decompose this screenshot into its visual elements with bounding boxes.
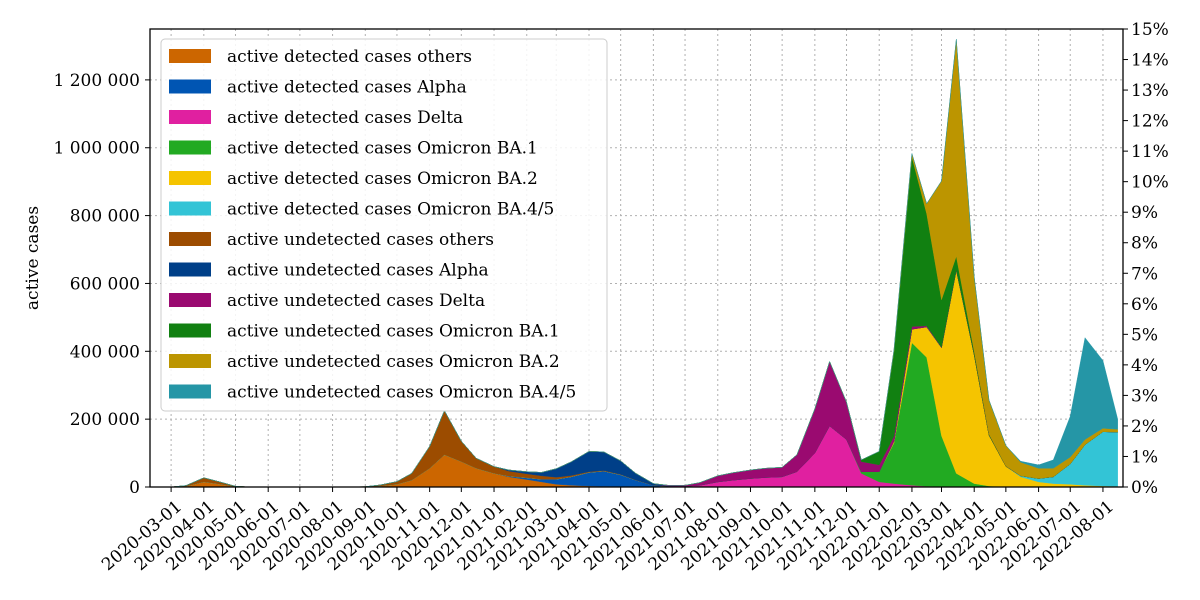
y2-tick-label: 1% <box>1131 447 1158 467</box>
legend-swatch <box>169 354 211 368</box>
legend-swatch <box>169 110 211 124</box>
legend-entry: active detected cases others <box>227 47 472 67</box>
legend-swatch <box>169 171 211 185</box>
y-tick-label: 600 000 <box>70 274 140 294</box>
y-tick-label: 800 000 <box>70 207 140 227</box>
legend-entry: active detected cases Delta <box>227 108 463 128</box>
legend-swatch <box>169 323 211 338</box>
legend-swatch <box>169 201 211 216</box>
y2-tick-label: 4% <box>1131 356 1158 376</box>
legend-swatch <box>169 49 211 63</box>
plot-frame <box>149 28 1124 488</box>
legend-entry: active detected cases Omicron BA.1 <box>227 139 538 159</box>
legend-entry: active undetected cases Omicron BA.2 <box>227 352 560 372</box>
y2-tick-label: 15% <box>1131 20 1169 40</box>
y2-tick-label: 10% <box>1131 173 1169 193</box>
y-tick-label: 0 <box>129 478 140 498</box>
legend-entry: active detected cases Omicron BA.4/5 <box>227 200 554 220</box>
y2-tick-label: 11% <box>1131 142 1169 162</box>
legend-swatch <box>169 232 211 246</box>
area-active-undetected-cases-omicron-ba-4-5 <box>155 39 1118 488</box>
legend-box <box>160 38 608 412</box>
legend: active detected cases others active detec… <box>160 38 608 412</box>
y-tick-label: 200 000 <box>70 410 140 430</box>
legend-entry: active undetected cases Alpha <box>227 261 489 281</box>
legend-swatch <box>169 384 211 399</box>
y2-tick-label: 7% <box>1131 264 1158 284</box>
legend-swatch <box>169 79 211 94</box>
legend-entry: active detected cases Alpha <box>227 78 467 98</box>
y2-tick-label: 6% <box>1131 295 1158 315</box>
y-axis-label: active cases <box>23 206 43 310</box>
y2-tick-label: 13% <box>1131 81 1169 101</box>
x-axis: 2020-03-012020-04-012020-05-012020-06-01… <box>98 487 1118 575</box>
y-tick-label: 1 200 000 <box>53 71 140 91</box>
y2-tick-label: 0% <box>1131 478 1158 498</box>
y-axis-right: 0% 1% 2% 3% 4% 5% 6% 7% 8% 9% 10% 11% 12% 13% 14% 15% <box>1123 20 1169 498</box>
y2-tick-label: 2% <box>1131 417 1158 437</box>
legend-entry: active undetected cases Omicron BA.1 <box>227 322 560 342</box>
y-axis-left: 0 200 000 400 000 600 000 800 000 1 000 000 1 … <box>53 71 150 498</box>
legend-swatch <box>169 262 211 277</box>
legend-swatch <box>169 293 211 307</box>
legend-entry: active detected cases Omicron BA.2 <box>227 169 538 189</box>
y2-tick-label: 5% <box>1131 325 1158 345</box>
legend-entry: active undetected cases Delta <box>227 291 485 311</box>
y-tick-label: 400 000 <box>70 342 140 362</box>
y2-tick-label: 12% <box>1131 112 1169 132</box>
area-series-group <box>155 39 1118 488</box>
y2-tick-label: 9% <box>1131 203 1158 223</box>
y2-tick-label: 3% <box>1131 386 1158 406</box>
legend-swatch <box>169 140 211 155</box>
y2-tick-label: 8% <box>1131 234 1158 254</box>
y-tick-label: 1 000 000 <box>53 139 140 159</box>
legend-entry: active undetected cases others <box>227 230 494 250</box>
legend-entry: active undetected cases Omicron BA.4/5 <box>227 383 576 403</box>
y2-tick-label: 14% <box>1131 51 1169 71</box>
